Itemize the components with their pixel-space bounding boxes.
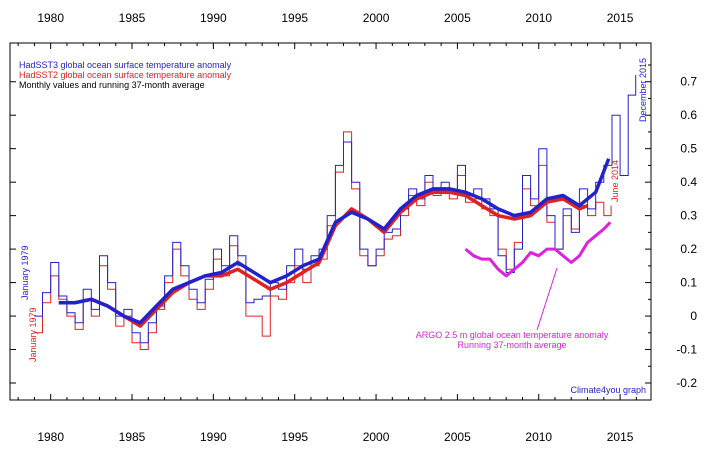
- annotation-end-hadsst3: December 2015: [638, 58, 648, 122]
- x-tick-label-top: 2005: [444, 11, 471, 25]
- series-hadsst3-monthly: [34, 75, 637, 344]
- y-tick-label: 0.2: [680, 242, 697, 256]
- x-tick-label-bottom: 1980: [37, 430, 64, 444]
- annotation-end-hadsst2: June 2014: [610, 160, 620, 202]
- x-tick-label-bottom: 2005: [444, 430, 471, 444]
- annotation-start-hadsst2: January 1979: [28, 307, 38, 362]
- x-axis-top: 1980 1985 1990 1995 2000 2005 2010 2015: [17, 11, 637, 49]
- y-tick-label: 0.3: [680, 209, 697, 223]
- x-tick-label-top: 2000: [363, 11, 390, 25]
- x-tick-label-bottom: 1990: [200, 430, 227, 444]
- series-argo-average: [464, 221, 612, 278]
- series-layer: [34, 75, 637, 350]
- y-tick-label: -0.2: [676, 376, 697, 390]
- credit-label: Climate4you graph: [570, 385, 646, 395]
- y-axis-right: -0.2 -0.1 0 0.1 0.2 0.3 0.4 0.5 0.6 0.7: [10, 64, 697, 390]
- x-tick-label-top: 1990: [200, 11, 227, 25]
- x-tick-label-bottom: 1995: [281, 430, 308, 444]
- plot-frame: [9, 42, 652, 401]
- legend-entry-monthly-note: Monthly values and running 37-month aver…: [19, 80, 205, 90]
- annotation-start-hadsst3: January 1979: [20, 245, 30, 300]
- x-tick-label-bottom: 2010: [525, 430, 552, 444]
- x-axis-bottom: 1980 1985 1990 1995 2000 2005 2010 2015: [17, 394, 637, 444]
- annotation-argo-line1: ARGO 2.5 m global ocean temperature anom…: [416, 330, 609, 340]
- y-tick-label: 0.5: [680, 142, 697, 156]
- x-tick-label-bottom: 2015: [607, 430, 634, 444]
- y-tick-label: 0: [690, 309, 697, 323]
- x-tick-label-top: 2010: [525, 11, 552, 25]
- x-tick-label-top: 2015: [607, 11, 634, 25]
- y-tick-label: 0.6: [680, 108, 697, 122]
- legend-entry-hadsst2: HadSST2 global ocean surface temperature…: [19, 70, 232, 80]
- argo-pointer: [536, 267, 558, 331]
- y-tick-label: 0.1: [680, 276, 697, 290]
- x-tick-label-top: 1985: [119, 11, 146, 25]
- y-tick-label: 0.7: [680, 75, 697, 89]
- annotation-argo-line2: Running 37-month average: [457, 340, 566, 350]
- x-tick-label-top: 1995: [281, 11, 308, 25]
- legend-entry-hadsst3: HadSST3 global ocean surface temperature…: [19, 60, 232, 70]
- series-hadsst3-average: [58, 158, 611, 325]
- x-tick-label-bottom: 2000: [363, 430, 390, 444]
- y-tick-label: 0.4: [680, 175, 697, 189]
- x-tick-label-top: 1980: [37, 11, 64, 25]
- y-tick-label: -0.1: [676, 343, 697, 357]
- x-tick-label-bottom: 1985: [119, 430, 146, 444]
